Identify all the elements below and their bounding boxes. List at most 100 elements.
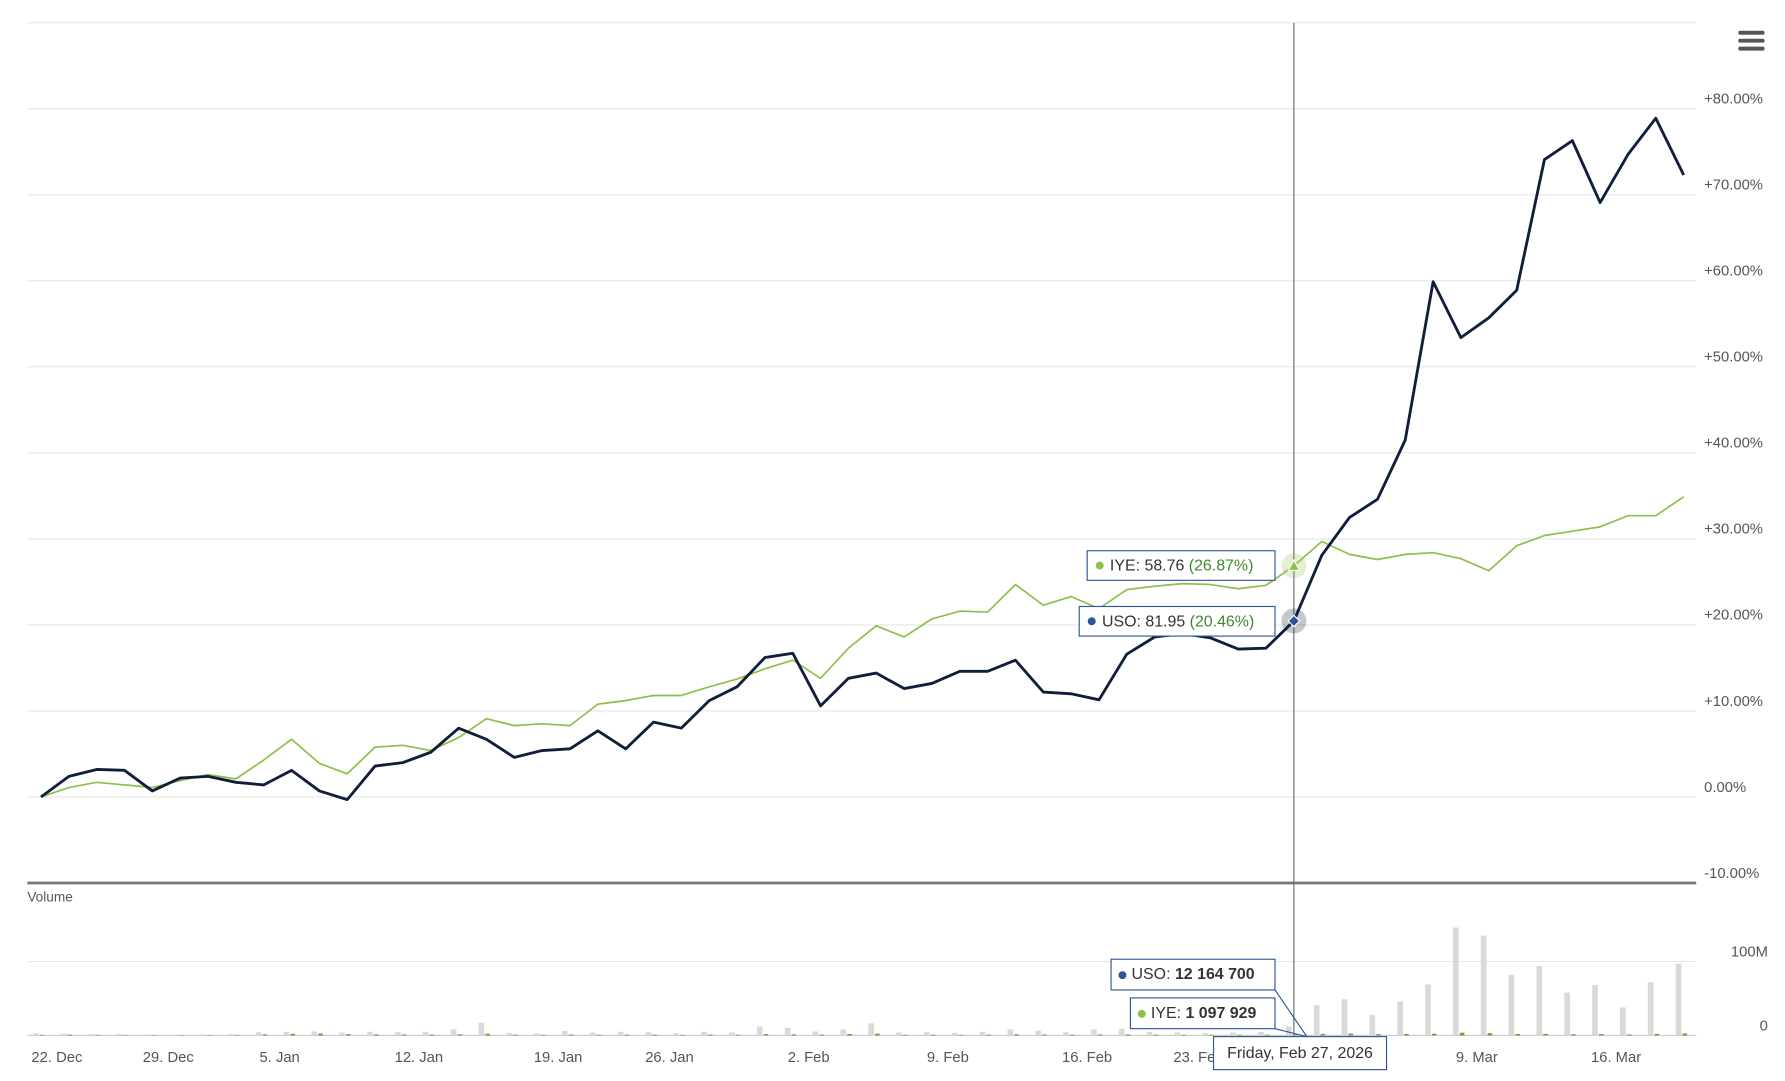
volume-bar [318,1033,323,1036]
x-tick-label: 2. Feb [788,1050,830,1066]
y-tick-label: +40.00% [1704,436,1763,452]
x-tick-label: 22. Dec [31,1050,82,1066]
tooltip-name: IYE [1110,558,1136,575]
volume-bar [589,1032,596,1036]
tooltip-price: 58.76 [1144,558,1184,575]
volume-tooltip-box [1129,997,1276,1030]
x-tick-label: 16. Feb [1062,1050,1112,1066]
tooltip-volume: 1 097 929 [1185,1005,1256,1022]
volume-bar [868,1023,874,1036]
y-tick-label: +80.00% [1704,92,1763,108]
volume-bar [541,1034,546,1036]
volume-bar [1431,1033,1437,1036]
volume-bar [1425,984,1431,1036]
tooltip-price: 81.95 [1145,614,1185,631]
y-tick-label: 0.00% [1704,780,1746,796]
tooltip-sep: : [1136,558,1145,575]
volume-bar [1564,992,1571,1036]
tooltip-sep: : [1166,966,1175,983]
volume-bar [1153,1034,1159,1036]
x-tick-label: 19. Jan [534,1050,583,1066]
volume-bar [986,1034,992,1036]
volume-bar [1341,999,1348,1036]
volume-bar [763,1034,769,1036]
volume-bar [1599,1034,1604,1036]
volume-bar [708,1034,713,1036]
volume-bar [1202,1032,1209,1036]
tooltip-name: USO [1102,614,1137,631]
volume-tooltip-box [1110,958,1276,991]
x-tick-label: 12. Jan [395,1050,444,1066]
volume-bar [367,1031,373,1036]
tooltip-box [1078,605,1276,637]
volume-bar [88,1034,95,1036]
menu-bar [1738,38,1765,43]
y-tick-label: +20.00% [1704,608,1763,624]
volume-bar [422,1031,429,1036]
volume-bar [1174,1032,1181,1036]
volume-bar [1480,935,1487,1036]
volume-bar [1292,1034,1298,1036]
volume-bar [1397,1001,1403,1036]
volume-bar [1320,1033,1326,1036]
tooltip-dot [1087,617,1096,626]
tooltip-connector [1274,1028,1308,1038]
series-line [40,116,1685,802]
volume-bar [1091,1029,1097,1036]
tooltip-dot [1118,971,1127,980]
volume-bar [339,1032,345,1036]
volume-bar [401,1034,407,1036]
volume-bar [116,1033,123,1036]
volume-bar [1014,1034,1019,1036]
volume-bar [680,1034,685,1036]
tooltip-volume: 12 164 700 [1175,966,1255,983]
volume-bar [1209,1034,1214,1036]
tooltip-connector [1274,989,1308,1037]
menu-icon[interactable] [1738,30,1765,51]
volume-bar [902,1034,908,1036]
x-tick-label: 29. Dec [143,1050,194,1066]
volume-bar [923,1032,930,1036]
volume-bar [1313,1005,1320,1036]
volume-bar [1654,1033,1660,1036]
volume-bar [123,1034,128,1036]
x-tick-label: 26. Jan [645,1050,694,1066]
volume-bar [1626,1034,1632,1036]
volume-bar [1571,1034,1576,1036]
volume-bar [478,1022,485,1036]
volume-bar [784,1027,791,1036]
tooltip-dot [1095,561,1104,570]
volume-bar [1647,982,1654,1036]
volume-bar [39,1034,45,1036]
volume-bar [200,1034,206,1036]
menu-bar [1738,46,1765,51]
volume-bar [791,1034,797,1036]
volume-bar [1543,1033,1548,1036]
x-tick-label: 9. Feb [927,1050,969,1066]
volume-bar [951,1032,958,1036]
volume-bar [33,1033,39,1036]
volume-bar [568,1034,574,1036]
tooltip-name: IYE [1151,1005,1177,1022]
tooltip-text: IYE: 58.76 (26.87%) [1110,558,1253,575]
volume-bar [1118,1028,1125,1036]
volume-bar [1452,927,1459,1036]
volume-bar [673,1033,680,1036]
volume-bar [847,1034,852,1036]
volume-bar [234,1034,240,1036]
tooltip-sep: : [1136,614,1145,631]
y-tick-label: +10.00% [1704,694,1763,710]
volume-bar [1620,1007,1626,1036]
volume-bar [283,1031,290,1036]
tooltip-change: (26.87%) [1189,558,1254,575]
volume-bar [206,1034,212,1036]
volume-bar [1592,985,1598,1036]
volume-bar [1487,1033,1493,1036]
volume-tick-label: 0 [1760,1018,1768,1034]
volume-bar [1035,1030,1042,1036]
volume-tick-label: 100M [1731,944,1768,960]
tooltip-sep: : [1177,1005,1186,1022]
volume-bar [1237,1034,1242,1036]
date-tooltip-text: Friday, Feb 27, 2026 [1227,1045,1373,1062]
